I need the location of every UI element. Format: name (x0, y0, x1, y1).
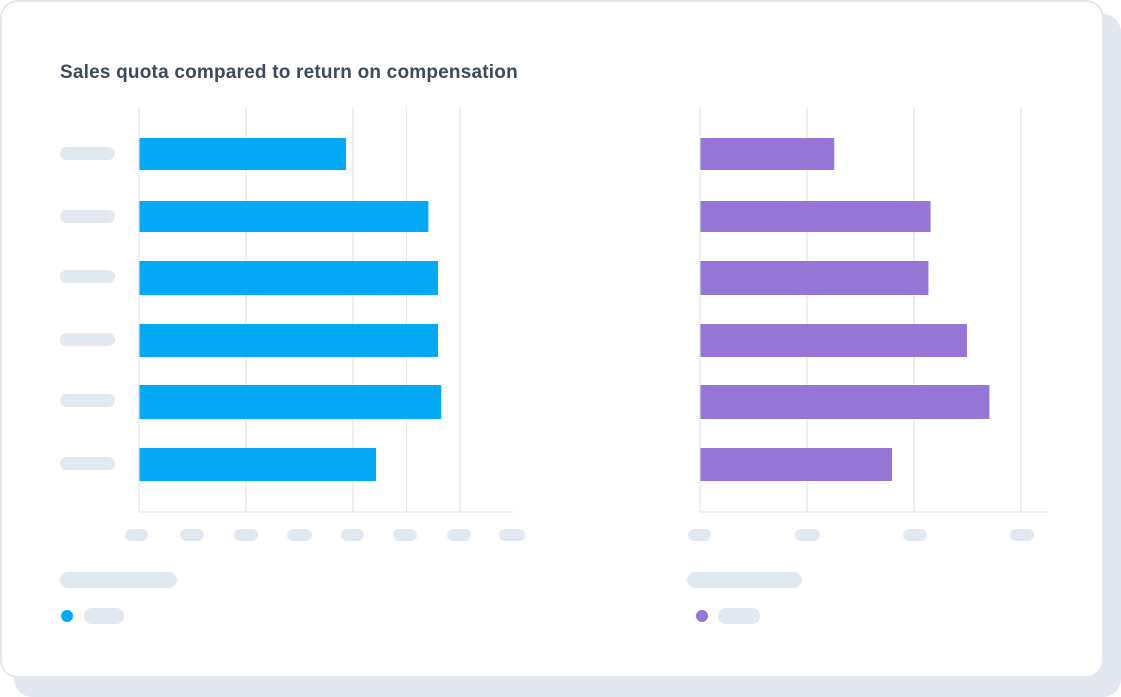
category-label-placeholder (60, 457, 115, 470)
bar (700, 385, 990, 419)
tick-label-placeholder (125, 529, 148, 541)
tick-label-placeholder (234, 529, 258, 541)
chart-title: Sales quota compared to return on compen… (60, 62, 518, 83)
bar (139, 385, 442, 419)
bar (139, 138, 347, 170)
bar (139, 324, 439, 357)
axis-title-placeholder (687, 572, 802, 588)
tick-label-placeholder (1010, 529, 1034, 541)
legend-label-placeholder (84, 608, 124, 624)
tick-label-placeholder (287, 529, 312, 541)
bar (139, 448, 376, 481)
bar (139, 261, 439, 295)
bar (700, 138, 835, 170)
category-label-placeholder (60, 333, 115, 346)
category-label-placeholder (60, 394, 115, 407)
bar (700, 201, 931, 232)
tick-label-placeholder (341, 529, 364, 541)
axis-title-placeholder (60, 572, 177, 588)
tick-label-placeholder (180, 529, 204, 541)
tick-label-placeholder (688, 529, 711, 541)
bar (700, 324, 967, 357)
bar (700, 261, 929, 295)
legend-label-placeholder (718, 608, 760, 624)
category-label-placeholder (60, 270, 115, 283)
category-label-placeholder (60, 147, 115, 160)
tick-label-placeholder (499, 529, 525, 541)
bar (139, 201, 429, 232)
legend-dot (61, 610, 73, 622)
bar (700, 448, 893, 481)
tick-label-placeholder (447, 529, 471, 541)
category-label-placeholder (60, 210, 115, 223)
tick-label-placeholder (795, 529, 820, 541)
tick-label-placeholder (393, 529, 417, 541)
legend-dot (696, 610, 708, 622)
tick-label-placeholder (903, 529, 927, 541)
